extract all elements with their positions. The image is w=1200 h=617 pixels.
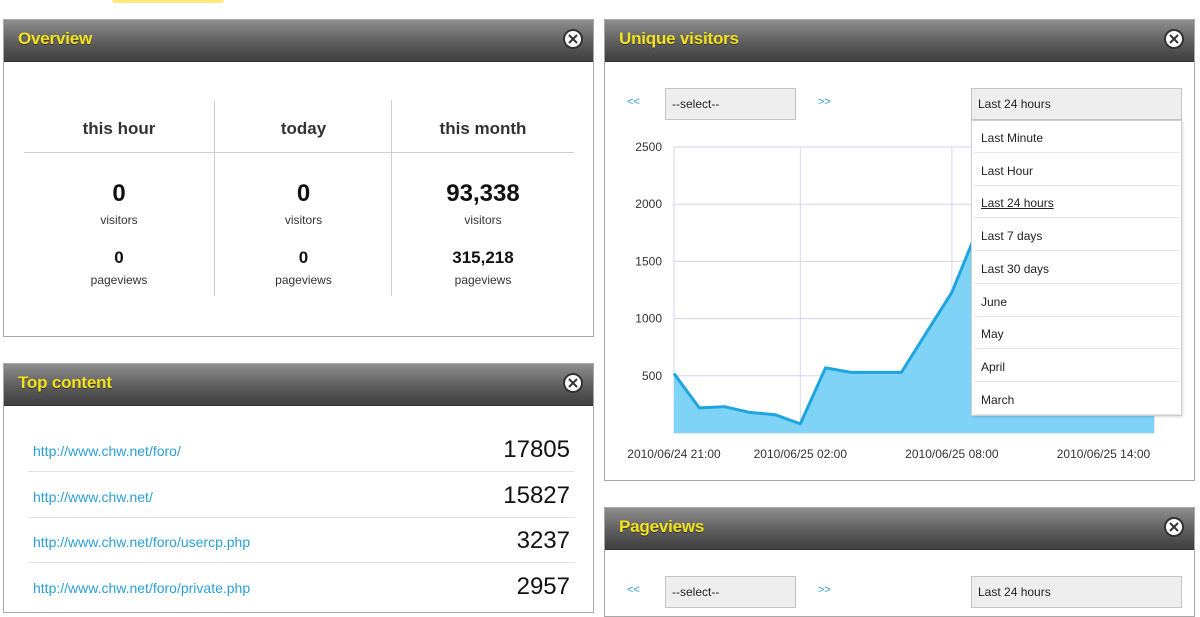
pageviews-value: 0 xyxy=(114,248,124,267)
dropdown-option[interactable]: April xyxy=(974,352,1180,382)
y-tick-label: 1000 xyxy=(635,312,662,326)
dropdown-option[interactable]: March xyxy=(974,385,1180,415)
visitors-label: visitors xyxy=(284,213,323,227)
x-tick-label: 2010/06/25 02:00 xyxy=(754,447,848,461)
close-icon[interactable] xyxy=(563,373,583,393)
y-tick-label: 2000 xyxy=(635,197,662,211)
x-tick-label: 2010/06/25 08:00 xyxy=(905,447,999,461)
next-period-link[interactable]: >> xyxy=(818,96,831,108)
column-heading: today xyxy=(215,100,392,153)
dropdown-option[interactable]: Last Minute xyxy=(974,123,1180,153)
column-heading: this month xyxy=(392,100,574,153)
overview-widget: Overview this hour 0 visitors 0 pageview… xyxy=(3,19,594,337)
stats-column-hour: this hour 0 visitors 0 pageviews xyxy=(24,100,214,296)
pageviews-value: 315,218 xyxy=(452,248,514,267)
pageviews-value: 0 xyxy=(298,248,309,267)
visitors-label: visitors xyxy=(100,213,138,227)
table-row: http://www.chw.net/foro/ 17805 xyxy=(28,426,574,472)
visitors-value: 93,338 xyxy=(446,180,520,207)
close-icon[interactable] xyxy=(1164,517,1184,537)
header-highlight xyxy=(112,0,224,3)
period-select[interactable]: --select-- xyxy=(665,576,796,608)
content-count: 3237 xyxy=(516,527,570,554)
top-content-title: Top content xyxy=(18,373,112,392)
pageviews-header[interactable]: Pageviews xyxy=(605,508,1194,550)
overview-title: Overview xyxy=(18,29,93,48)
stats-column-month: this month 93,338 visitors 315,218 pagev… xyxy=(391,100,574,296)
next-period-link[interactable]: >> xyxy=(818,584,831,596)
range-select[interactable]: Last 24 hours xyxy=(971,88,1182,120)
content-url-link[interactable]: http://www.chw.net/foro/ xyxy=(33,443,181,459)
content-url-link[interactable]: http://www.chw.net/foro/private.php xyxy=(33,580,251,596)
y-tick-label: 2500 xyxy=(635,140,662,154)
column-heading: this hour xyxy=(24,100,214,153)
content-url-link[interactable]: http://www.chw.net/ xyxy=(33,489,153,505)
close-icon[interactable] xyxy=(1164,29,1184,49)
content-url-link[interactable]: http://www.chw.net/foro/usercp.php xyxy=(33,534,251,550)
table-row: http://www.chw.net/ 15827 xyxy=(28,472,574,518)
y-tick-label: 500 xyxy=(642,369,662,383)
range-dropdown-menu: Last Minute Last Hour Last 24 hours Last 7 … xyxy=(971,120,1182,416)
content-count: 15827 xyxy=(503,482,570,509)
pageviews-label: pageviews xyxy=(90,273,148,287)
dropdown-option[interactable]: Last 7 days xyxy=(974,221,1180,252)
visitors-value: 0 xyxy=(296,180,311,207)
dropdown-option[interactable]: Last 24 hours xyxy=(974,188,1180,219)
close-icon[interactable] xyxy=(563,29,583,49)
pageviews-title: Pageviews xyxy=(619,517,705,536)
stats-column-today: today 0 visitors 0 pageviews xyxy=(214,100,392,296)
top-content-widget: Top content http://www.chw.net/foro/ 178… xyxy=(3,363,594,613)
overview-header[interactable]: Overview xyxy=(4,20,593,62)
table-row: http://www.chw.net/foro/private.php 2957 xyxy=(28,563,574,608)
unique-visitors-header[interactable]: Unique visitors xyxy=(605,20,1194,62)
x-tick-label: 2010/06/25 14:00 xyxy=(1057,447,1151,461)
overview-stats: this hour 0 visitors 0 pageviews today 0… xyxy=(24,100,574,296)
content-count: 2957 xyxy=(516,573,570,600)
dropdown-option[interactable]: Last Hour xyxy=(974,156,1180,186)
content-count: 17805 xyxy=(503,436,570,463)
pageviews-label: pageviews xyxy=(454,273,512,287)
dropdown-option[interactable]: June xyxy=(974,287,1180,317)
dropdown-option[interactable]: May xyxy=(974,319,1180,350)
prev-period-link[interactable]: << xyxy=(627,96,640,108)
pageviews-label: pageviews xyxy=(275,273,332,287)
visitors-value: 0 xyxy=(112,180,126,207)
dropdown-option[interactable]: Last 30 days xyxy=(974,254,1180,284)
top-content-header[interactable]: Top content xyxy=(4,364,593,406)
period-select[interactable]: --select-- xyxy=(665,88,796,120)
y-tick-label: 1500 xyxy=(635,254,662,268)
range-select[interactable]: Last 24 hours xyxy=(971,576,1182,608)
prev-period-link[interactable]: << xyxy=(627,584,640,596)
x-tick-label: 2010/06/24 21:00 xyxy=(627,447,721,461)
unique-visitors-title: Unique visitors xyxy=(619,29,739,48)
table-row: http://www.chw.net/foro/usercp.php 3237 xyxy=(28,517,574,563)
visitors-label: visitors xyxy=(464,213,502,227)
